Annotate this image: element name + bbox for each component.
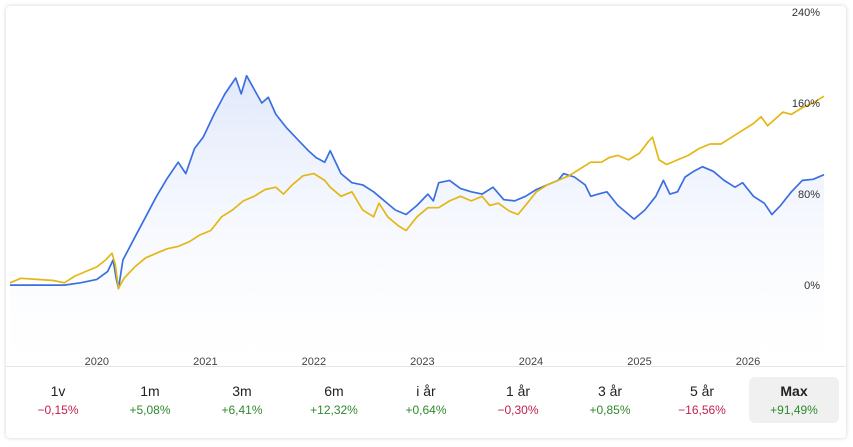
period-label: 1 år — [505, 382, 531, 399]
series-area — [10, 75, 824, 367]
period-button-1[interactable]: 1m +5,08% — [105, 377, 195, 423]
y-tick-label: 80% — [798, 189, 820, 201]
period-label: 3 år — [597, 382, 623, 399]
period-label: 1m — [140, 382, 160, 399]
x-axis: 2020 2021 2022 2023 2024 2025 2026 — [85, 356, 761, 368]
period-button-5[interactable]: 1 år −0,30% — [473, 377, 563, 423]
y-axis: 240% 160% 80% 0% — [792, 7, 820, 292]
period-change: −0,30% — [497, 402, 539, 417]
period-button-4[interactable]: i år +0,64% — [381, 377, 471, 423]
line-layer — [9, 74, 825, 290]
y-tick-label: 160% — [792, 98, 820, 110]
x-tick-label: 2023 — [410, 356, 434, 368]
x-tick-label: 2021 — [193, 356, 217, 368]
period-change: +5,08% — [129, 402, 171, 417]
period-button-8[interactable]: Max +91,49% — [749, 376, 839, 423]
period-button-6[interactable]: 3 år +0,85% — [565, 377, 655, 423]
period-label: i år — [416, 382, 436, 399]
period-label: 6m — [324, 382, 344, 399]
x-tick-label: 2020 — [85, 356, 109, 368]
area-layer — [10, 75, 824, 367]
y-tick-label: 240% — [792, 7, 820, 19]
period-change: +91,49% — [770, 402, 818, 417]
x-tick-label: 2024 — [519, 356, 543, 368]
period-button-3[interactable]: 6m +12,32% — [289, 377, 379, 423]
series-line-1 — [10, 74, 825, 290]
period-change: +12,32% — [310, 402, 358, 417]
period-change: −16,56% — [678, 402, 726, 417]
series-line-2 — [9, 95, 825, 290]
period-change: +0,85% — [589, 402, 631, 417]
period-button-2[interactable]: 3m +6,41% — [197, 377, 287, 423]
period-label: 3m — [232, 382, 252, 399]
period-selector: 1v −0,15% 1m +5,08% 3m +6,41% 6m +12,32% i år +0,… — [6, 366, 846, 432]
period-change: +6,41% — [221, 402, 263, 417]
y-tick-label: 0% — [804, 280, 820, 292]
period-label: Max — [780, 382, 808, 399]
period-button-7[interactable]: 5 år −16,56% — [657, 377, 747, 423]
period-change: +0,64% — [405, 402, 447, 417]
x-tick-label: 2022 — [302, 356, 326, 368]
period-label: 5 år — [689, 382, 715, 399]
x-tick-label: 2025 — [627, 356, 651, 368]
period-button-0[interactable]: 1v −0,15% — [13, 377, 103, 423]
period-change: −0,15% — [37, 402, 79, 417]
x-tick-label: 2026 — [736, 356, 760, 368]
period-label: 1v — [50, 382, 66, 399]
